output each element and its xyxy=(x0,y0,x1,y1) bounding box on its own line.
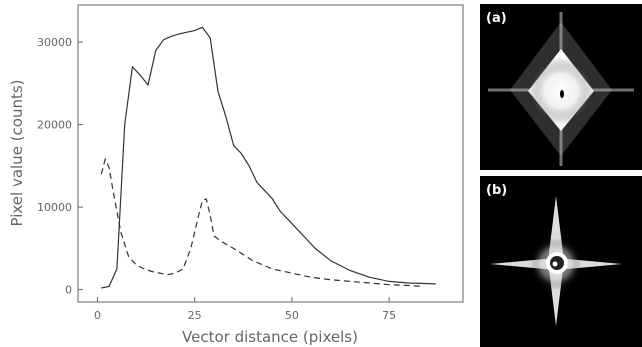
x-tick-label: 75 xyxy=(382,309,396,322)
y-axis-ticks: 0 10000 20000 30000 xyxy=(37,36,83,297)
x-axis-label: Vector distance (pixels) xyxy=(182,328,358,346)
y-tick-label: 20000 xyxy=(37,119,72,132)
x-tick-label: 25 xyxy=(188,309,202,322)
plot-frame xyxy=(77,4,464,303)
dashed-series-line xyxy=(100,157,421,287)
diffraction-pattern-a: (a) xyxy=(486,11,634,166)
inset-image-a: (a) xyxy=(480,4,642,170)
panel-a-label: (a) xyxy=(486,11,507,26)
diffraction-pattern-b: (b) xyxy=(486,183,622,326)
y-tick-label: 0 xyxy=(65,284,72,297)
y-tick-label: 10000 xyxy=(37,201,72,214)
y-tick-label: 30000 xyxy=(37,36,72,49)
series-group xyxy=(100,26,436,289)
x-tick-label: 50 xyxy=(285,309,299,322)
panel-b-label: (b) xyxy=(486,183,507,198)
x-tick-label: 0 xyxy=(94,309,101,322)
y-axis-label: Pixel value (counts) xyxy=(8,79,26,226)
line-chart: 0 25 50 75 0 10000 20000 30000 Vector distance… xyxy=(8,4,464,346)
inset-image-b: (b) xyxy=(480,176,642,347)
x-axis-ticks: 0 25 50 75 xyxy=(94,297,396,322)
solid-series-line xyxy=(101,26,436,289)
